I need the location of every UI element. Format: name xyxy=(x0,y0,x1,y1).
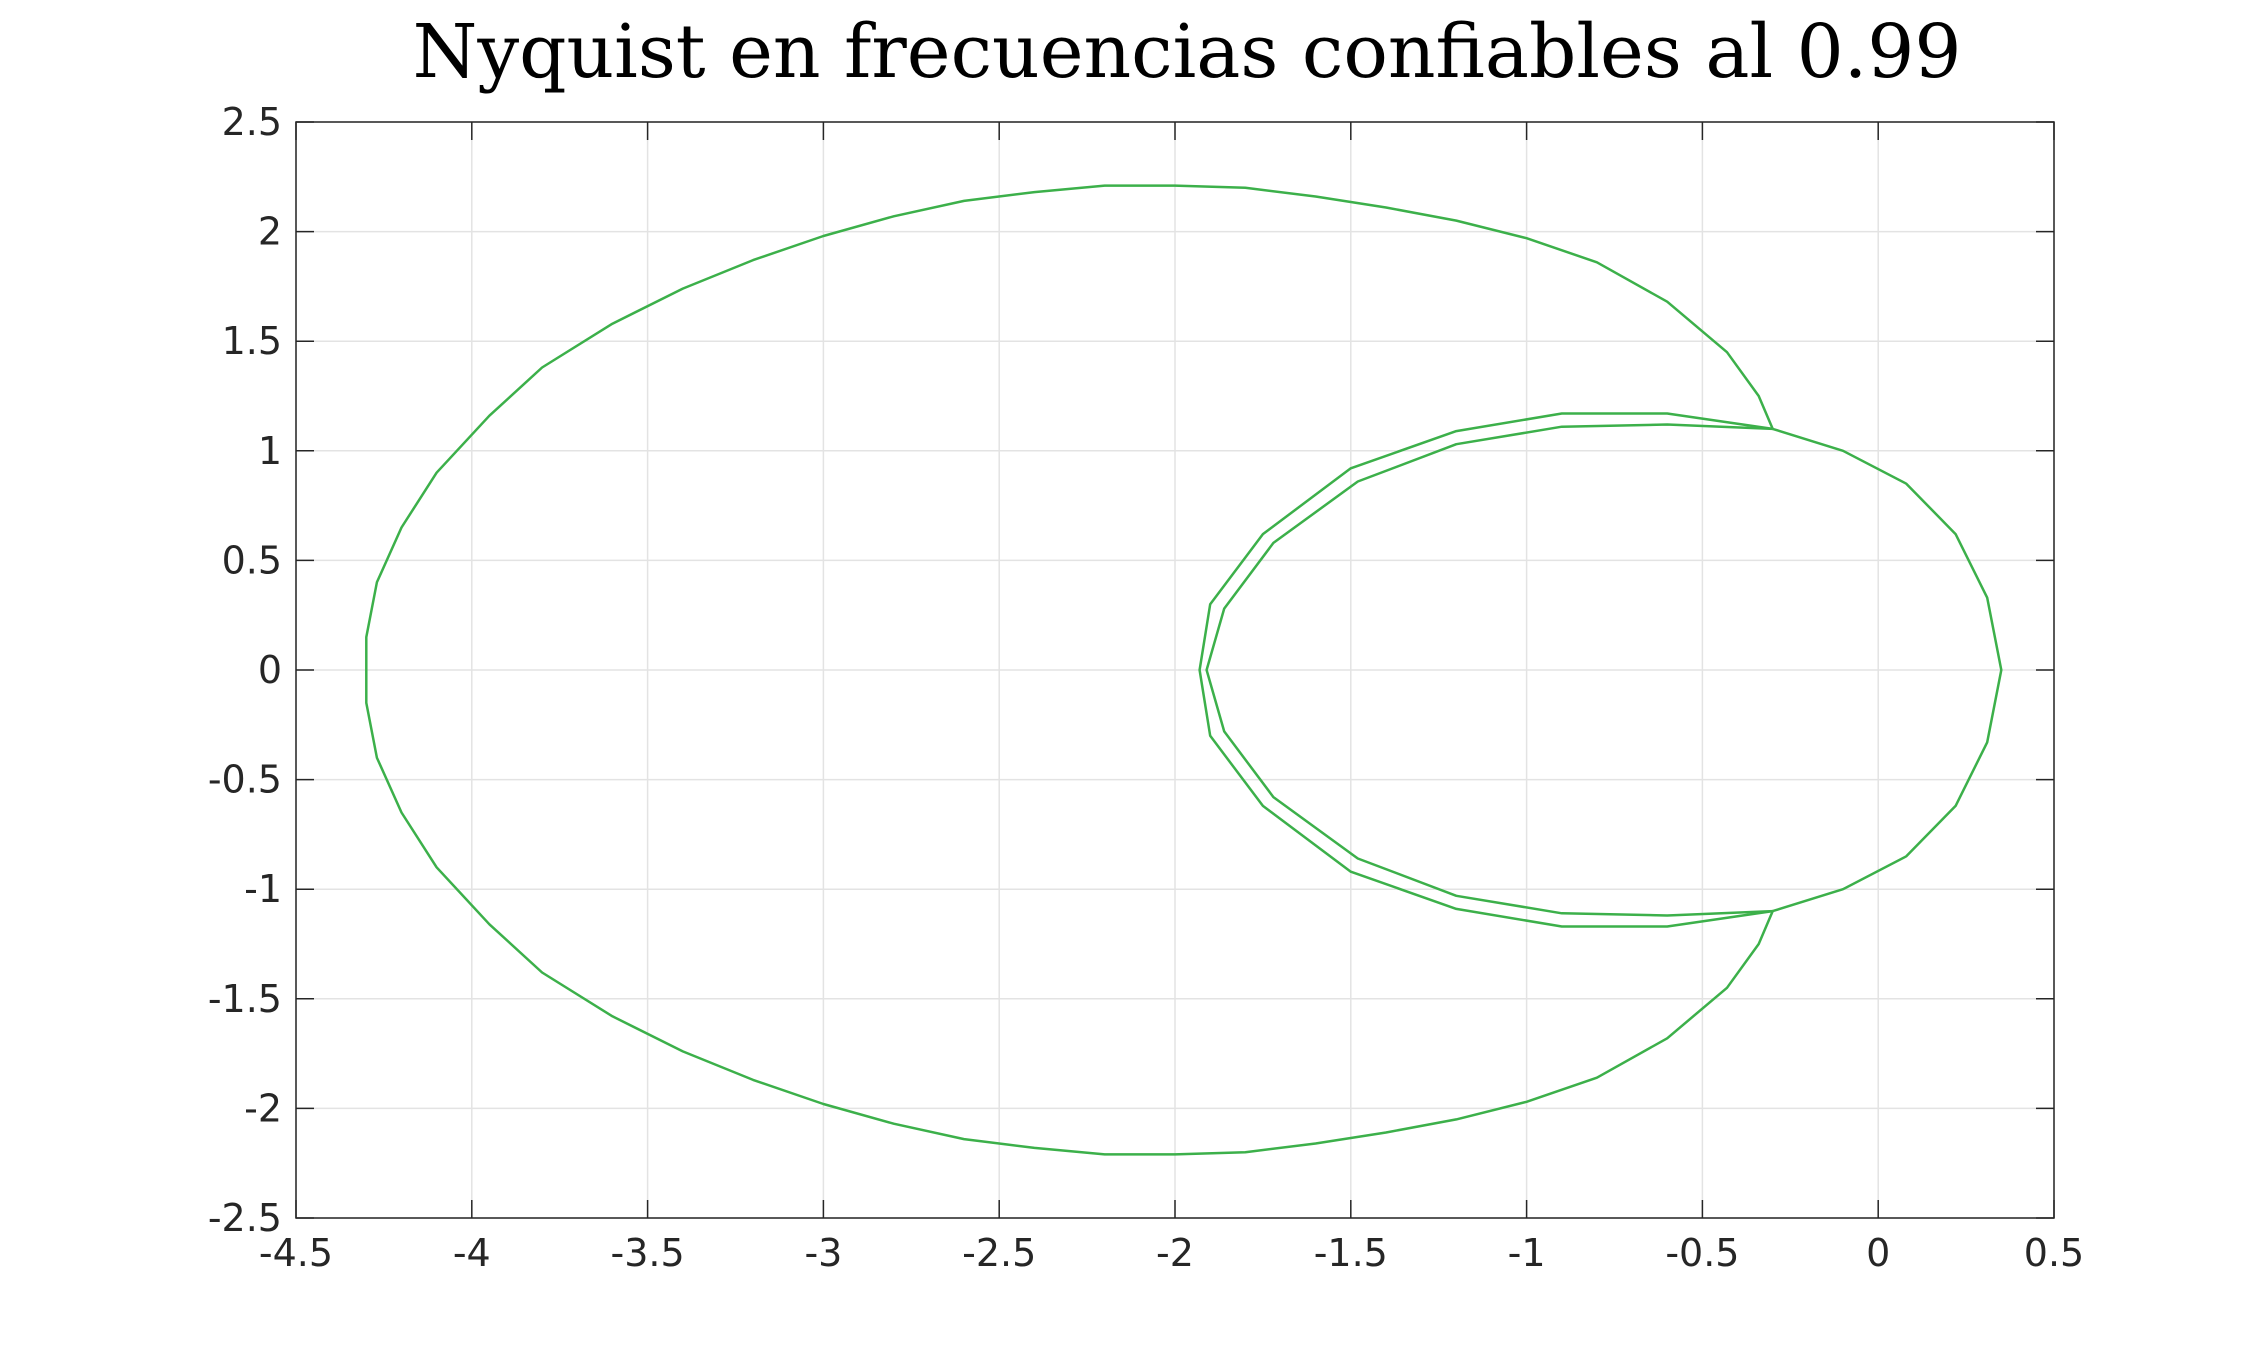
x-tick-label: -3.5 xyxy=(611,1231,685,1275)
x-tick-label: -2 xyxy=(1156,1231,1194,1275)
nyquist-series-line xyxy=(1205,423,1773,917)
x-tick-label: -4 xyxy=(453,1231,491,1275)
x-tick-label: -2.5 xyxy=(962,1231,1036,1275)
y-tick-label: 2 xyxy=(258,210,282,254)
nyquist-series-line xyxy=(1198,412,1773,928)
nyquist-series-line xyxy=(365,184,1774,1156)
y-tick-label: -2.5 xyxy=(208,1196,282,1240)
y-tick-label: 2.5 xyxy=(222,100,282,144)
x-tick-labels: -4.5 -4 -3.5 -3 -2.5 -2 -1.5 -1 -0.5 0 0.5 xyxy=(259,1231,2084,1275)
y-tick-label: -1.5 xyxy=(208,977,282,1021)
plot-area xyxy=(365,184,2003,1156)
y-tick-label: -2 xyxy=(244,1086,282,1130)
x-tick-label: -1.5 xyxy=(1314,1231,1388,1275)
x-tick-label: -3 xyxy=(804,1231,842,1275)
tick-marks xyxy=(295,121,2055,1219)
y-tick-label: 1 xyxy=(258,429,282,473)
x-tick-label: -4.5 xyxy=(259,1231,333,1275)
chart-title: Nyquist en frecuencias confiables al 0.9… xyxy=(413,9,1962,95)
x-tick-label: -1 xyxy=(1508,1231,1546,1275)
y-tick-labels: 2.5 2 1.5 1 0.5 0 -0.5 -1 -1.5 -2 -2.5 xyxy=(208,100,282,1240)
y-tick-label: 1.5 xyxy=(222,319,282,363)
y-tick-label: 0 xyxy=(258,648,282,692)
y-tick-label: 0.5 xyxy=(222,538,282,582)
x-tick-label: 0.5 xyxy=(2024,1231,2084,1275)
nyquist-series-line xyxy=(1772,427,2003,913)
y-tick-label: -0.5 xyxy=(208,758,282,802)
x-tick-label: 0 xyxy=(1866,1231,1890,1275)
x-tick-label: -0.5 xyxy=(1665,1231,1739,1275)
y-tick-label: -1 xyxy=(244,867,282,911)
